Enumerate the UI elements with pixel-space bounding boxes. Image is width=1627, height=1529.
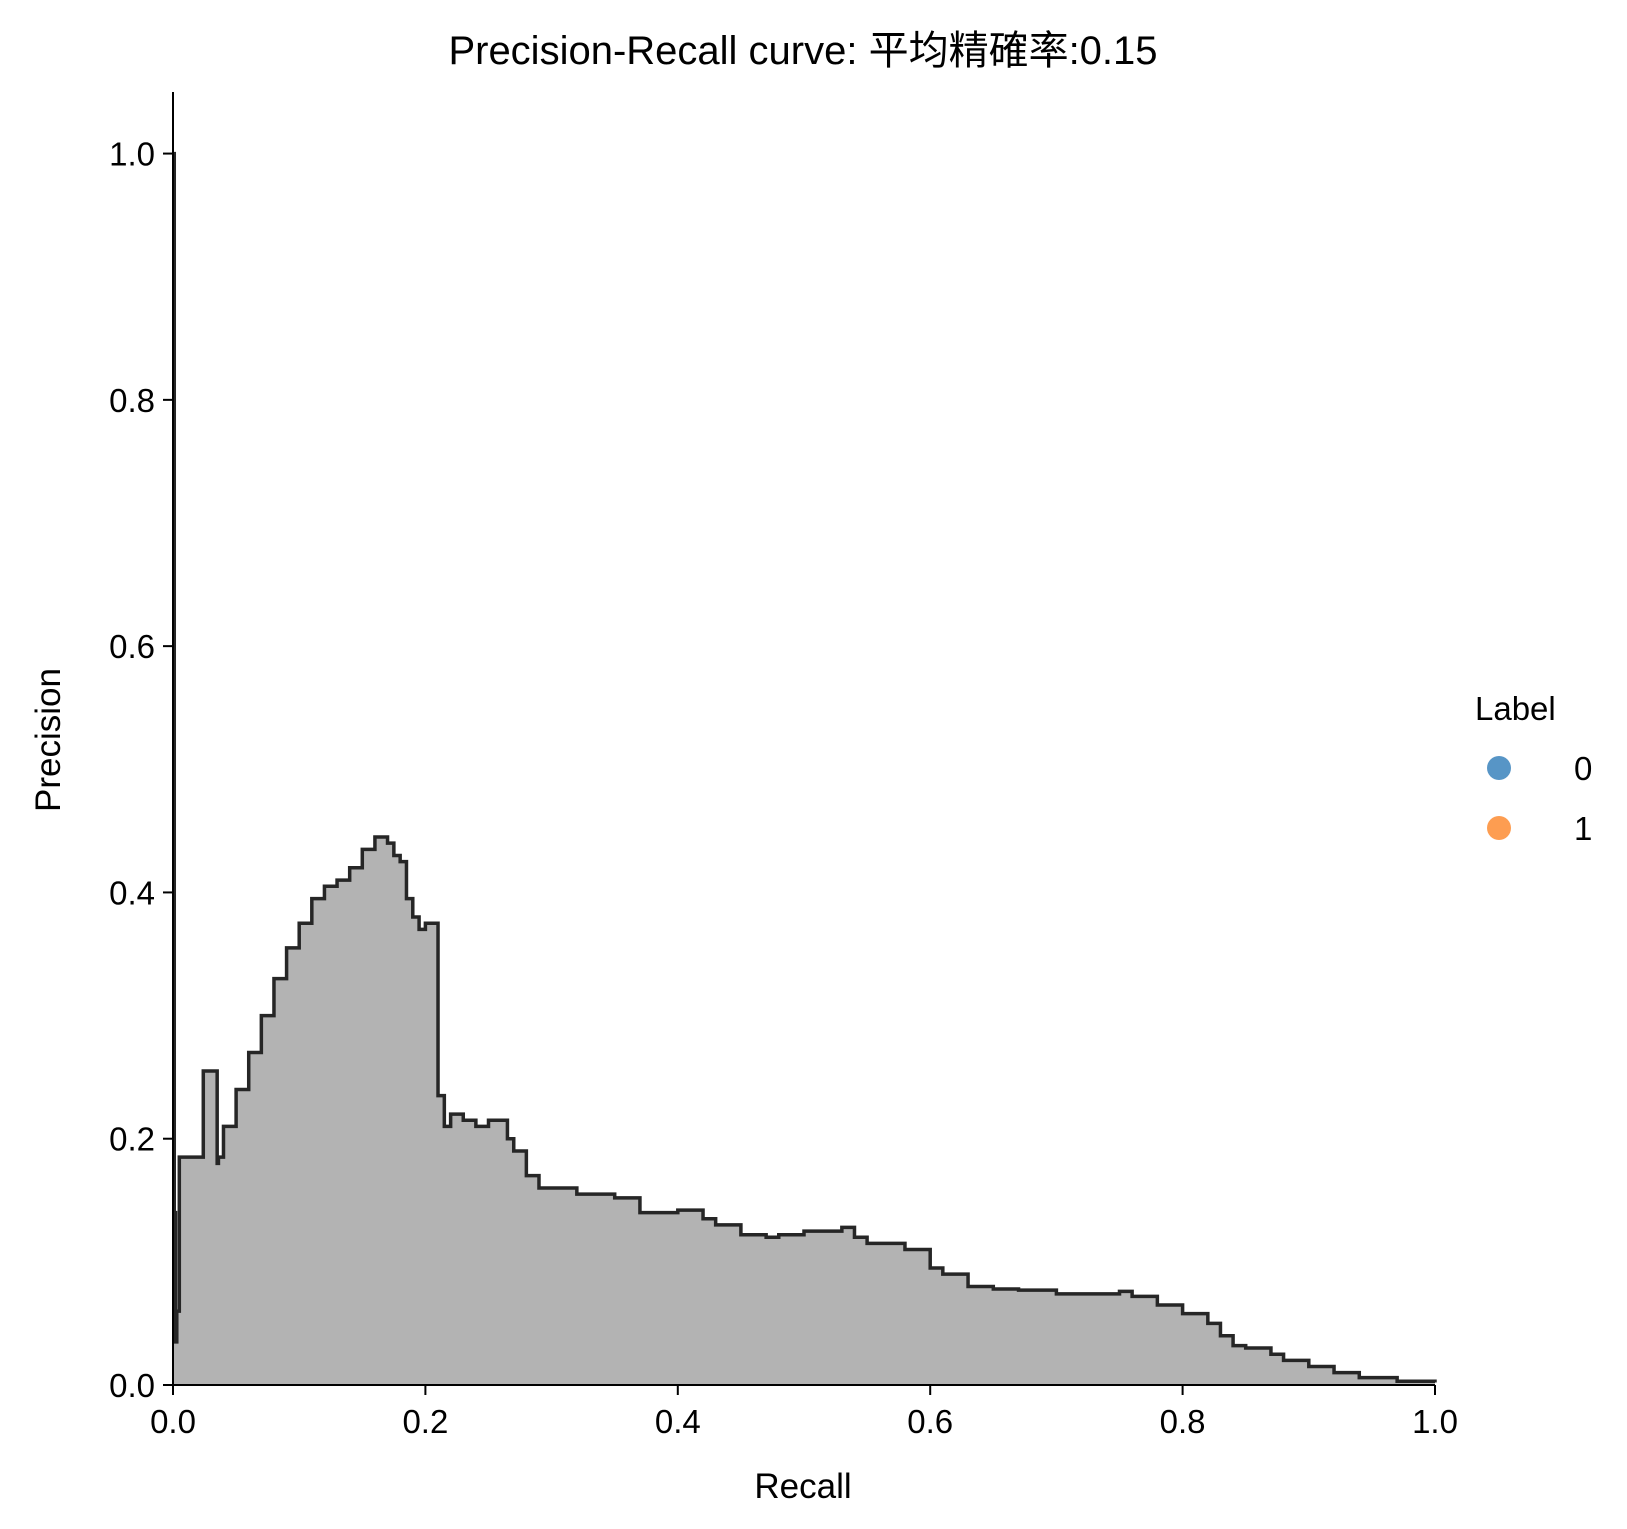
legend: Label 01 bbox=[1475, 690, 1592, 847]
y-tick-label: 0.0 bbox=[109, 1367, 155, 1404]
y-axis-ticks: 0.0 0.2 0.4 0.6 0.8 1.0 bbox=[109, 136, 173, 1404]
legend-label: 0 bbox=[1574, 750, 1592, 787]
y-axis-label: Precision bbox=[29, 668, 68, 812]
plot-area bbox=[172, 151, 1437, 1386]
legend-title: Label bbox=[1475, 690, 1556, 727]
precision-recall-area bbox=[173, 153, 1435, 1386]
legend-item: 0 bbox=[1487, 750, 1592, 787]
legend-label: 1 bbox=[1574, 810, 1592, 847]
legend-items: 01 bbox=[1487, 750, 1592, 847]
chart-title: Precision-Recall curve: 平均精確率:0.15 bbox=[448, 29, 1157, 73]
precision-recall-curve-line bbox=[172, 151, 1437, 1384]
y-tick-label: 0.4 bbox=[109, 874, 155, 911]
y-tick-label: 1.0 bbox=[109, 136, 155, 173]
x-tick-label: 0.6 bbox=[907, 1403, 953, 1440]
legend-item: 1 bbox=[1487, 810, 1592, 847]
y-tick-label: 0.2 bbox=[109, 1121, 155, 1158]
x-tick-label: 0.2 bbox=[402, 1403, 448, 1440]
y-tick-label: 0.8 bbox=[109, 382, 155, 419]
legend-marker bbox=[1487, 816, 1511, 840]
legend-marker bbox=[1487, 756, 1511, 780]
y-tick-label: 0.6 bbox=[109, 628, 155, 665]
x-tick-label: 0.0 bbox=[150, 1403, 196, 1440]
x-tick-label: 1.0 bbox=[1412, 1403, 1458, 1440]
x-axis-label: Recall bbox=[754, 1467, 851, 1506]
axes: 0.0 0.2 0.4 0.6 0.8 1.0 0.0 0.2 0.4 0.6 0.8 1.0 bbox=[109, 92, 1458, 1440]
x-tick-label: 0.8 bbox=[1160, 1403, 1206, 1440]
x-tick-label: 0.4 bbox=[655, 1403, 701, 1440]
x-axis-ticks: 0.0 0.2 0.4 0.6 0.8 1.0 bbox=[150, 1385, 1458, 1440]
